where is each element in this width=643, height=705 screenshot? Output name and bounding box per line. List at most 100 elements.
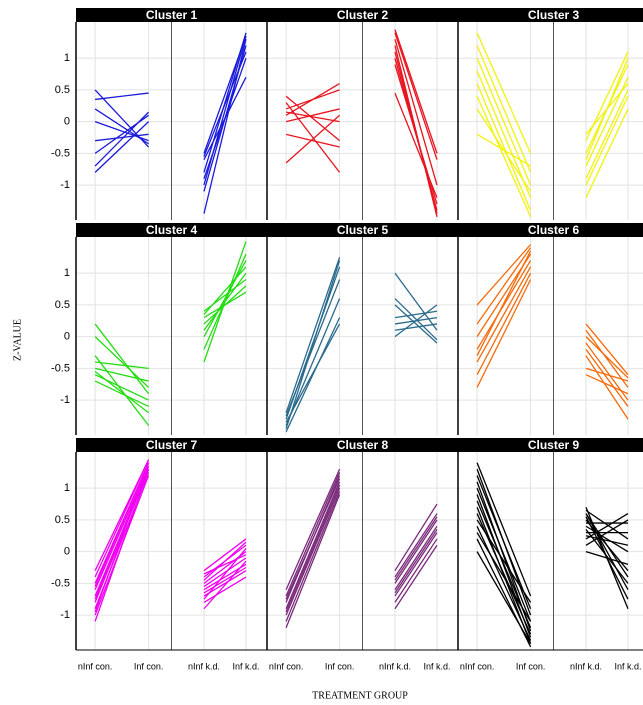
x-tick-label: nInf k.d. bbox=[188, 661, 220, 671]
profile-segment bbox=[203, 560, 247, 610]
profile-segment bbox=[285, 484, 341, 613]
profile-segment bbox=[476, 250, 532, 356]
profile-segment bbox=[476, 279, 532, 388]
y-tick-label: -1 bbox=[60, 394, 70, 406]
y-tick-label: 0.5 bbox=[55, 299, 70, 311]
profile-segment bbox=[94, 323, 150, 395]
profile-segment bbox=[476, 95, 532, 218]
profile-segment bbox=[585, 336, 629, 379]
profile-segment bbox=[285, 323, 341, 423]
profile-segment bbox=[285, 494, 341, 629]
profile-segment bbox=[285, 481, 341, 610]
profile-segment bbox=[394, 516, 438, 581]
profile-segment bbox=[585, 108, 629, 199]
profile-segment bbox=[94, 121, 150, 173]
profile-segment bbox=[394, 38, 438, 186]
profile-segment bbox=[94, 462, 150, 587]
profile-segment bbox=[476, 494, 532, 638]
profile-segment bbox=[585, 535, 629, 546]
profile-segment bbox=[476, 260, 532, 350]
panel-header bbox=[76, 223, 267, 237]
x-tick-label: nInf k.d. bbox=[379, 661, 411, 671]
profile-segment bbox=[95, 92, 149, 101]
profile-segment bbox=[476, 462, 532, 597]
panel-header bbox=[76, 438, 267, 452]
x-tick-label: Inf con. bbox=[325, 661, 355, 671]
profile-segment bbox=[585, 89, 629, 180]
x-tick-label: nInf k.d. bbox=[570, 661, 602, 671]
panel-header bbox=[458, 223, 643, 237]
profile-segment bbox=[285, 317, 341, 433]
profile-segment bbox=[476, 83, 532, 211]
profile-segment bbox=[476, 551, 532, 644]
x-tick-label: Inf k.d. bbox=[423, 661, 450, 671]
profile-segment bbox=[394, 513, 438, 578]
profile-segment bbox=[203, 576, 247, 603]
panel-header bbox=[76, 8, 267, 22]
profile-segment bbox=[585, 529, 629, 584]
profile-segment bbox=[476, 519, 532, 603]
profile-segment bbox=[203, 538, 247, 572]
profile-segment bbox=[94, 108, 149, 145]
profile-segment bbox=[285, 491, 341, 622]
profile-segment bbox=[476, 57, 532, 186]
x-tick-label: Inf con. bbox=[134, 661, 164, 671]
profile-segment bbox=[585, 57, 629, 160]
panel-header bbox=[267, 8, 458, 22]
profile-segment bbox=[394, 51, 438, 214]
profile-segment bbox=[476, 468, 532, 616]
profile-segment bbox=[394, 32, 438, 160]
profile-segment bbox=[585, 374, 629, 395]
x-tick-label: Inf k.d. bbox=[232, 661, 259, 671]
profile-segment bbox=[203, 266, 247, 315]
y-axis-label: Z-VALUE bbox=[12, 319, 23, 361]
panel-header bbox=[458, 438, 643, 452]
panel-title: Cluster 9 bbox=[528, 438, 580, 452]
x-tick-label: Inf k.d. bbox=[614, 661, 641, 671]
profile-segment bbox=[394, 29, 438, 154]
profile-segment bbox=[94, 459, 150, 578]
profile-segment bbox=[394, 529, 438, 594]
profile-segment bbox=[285, 257, 341, 413]
profile-segment bbox=[476, 32, 532, 154]
panel-header bbox=[267, 438, 458, 452]
profile-segment bbox=[394, 532, 438, 597]
y-tick-label: -0.5 bbox=[51, 577, 70, 589]
profile-segment bbox=[394, 525, 438, 591]
profile-segment bbox=[285, 111, 340, 123]
profile-segment bbox=[94, 336, 150, 388]
profile-segment bbox=[585, 513, 629, 591]
y-tick-label: -0.5 bbox=[51, 147, 70, 159]
profile-segment bbox=[394, 272, 438, 331]
profile-segment bbox=[394, 298, 438, 341]
profile-segment bbox=[394, 503, 438, 572]
panel-header bbox=[458, 8, 643, 22]
panel-title: Cluster 1 bbox=[146, 8, 198, 22]
profile-segment bbox=[203, 253, 247, 350]
profile-segment bbox=[285, 468, 341, 590]
profile-segment bbox=[585, 323, 629, 376]
y-tick-label: -1 bbox=[60, 179, 70, 191]
profile-segment bbox=[285, 108, 340, 123]
profile-segment bbox=[285, 133, 340, 148]
profile-segment bbox=[394, 304, 438, 344]
profile-segment bbox=[394, 323, 438, 331]
x-axis-label: TREATMENT GROUP bbox=[312, 690, 408, 701]
panel-title: Cluster 8 bbox=[337, 438, 389, 452]
profile-segment bbox=[585, 367, 629, 382]
profile-segment bbox=[203, 285, 247, 325]
profile-segment bbox=[285, 114, 341, 164]
profile-segment bbox=[585, 519, 629, 546]
y-tick-label: 0 bbox=[64, 546, 70, 558]
profile-segment bbox=[394, 310, 438, 319]
profile-segment bbox=[94, 355, 150, 426]
profile-segment bbox=[285, 472, 341, 597]
profile-segment bbox=[476, 532, 532, 622]
panel-title: Cluster 2 bbox=[337, 8, 389, 22]
profile-segment bbox=[476, 506, 532, 644]
y-tick-label: 0.5 bbox=[55, 514, 70, 526]
profile-segment bbox=[203, 38, 247, 214]
profile-segment bbox=[94, 380, 149, 408]
profile-segment bbox=[94, 111, 150, 167]
panel-title: Cluster 3 bbox=[528, 8, 580, 22]
